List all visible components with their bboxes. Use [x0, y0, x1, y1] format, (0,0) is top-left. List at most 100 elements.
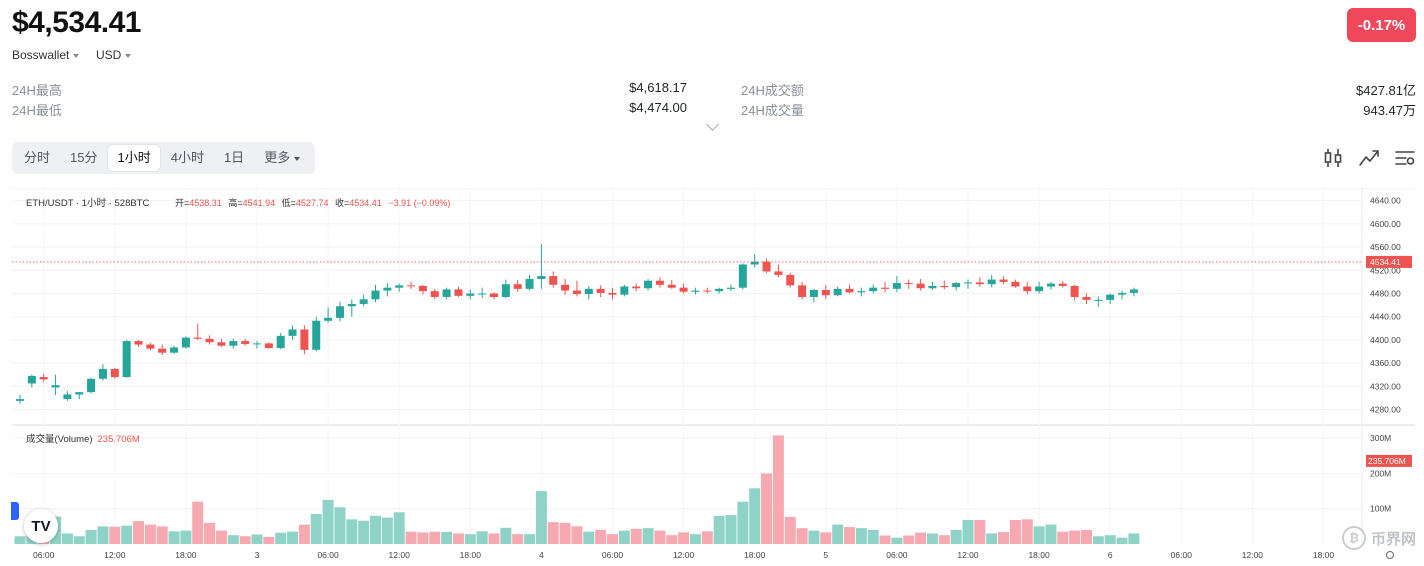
currency-selector[interactable]: USD: [96, 48, 132, 62]
candle-body: [537, 276, 546, 279]
time-tick-label: 18:00: [460, 550, 482, 560]
tab-more-label: 更多: [264, 150, 291, 165]
watermark-text: 币界网: [1370, 530, 1416, 548]
candle-body: [845, 288, 854, 293]
candle-body: [288, 329, 297, 336]
coin-logo-icon: ₿: [1341, 526, 1366, 550]
time-tick-label: 06:00: [33, 550, 55, 560]
volume-bar: [595, 529, 607, 544]
volume-bar: [820, 532, 832, 544]
candle-body: [952, 283, 961, 288]
volume-bar: [476, 531, 488, 544]
volume-bar: [974, 520, 986, 544]
candle-body: [798, 285, 807, 297]
legend-change: −3.91 (−0.09%): [388, 198, 450, 208]
candle-body: [51, 385, 60, 388]
volume-bar: [121, 525, 133, 544]
volume-bar: [713, 515, 725, 544]
candle-body: [490, 293, 498, 297]
stat-turnover-value: $427.81亿: [1356, 83, 1416, 98]
candle-body: [762, 261, 771, 272]
candle-body: [430, 291, 439, 297]
price-tick-label: 4280.00: [1370, 405, 1401, 415]
time-tick-label: 12:00: [673, 550, 695, 560]
volume-tick-label: 100M: [1370, 504, 1391, 514]
time-tick-label: 6: [1108, 550, 1113, 560]
candle-body: [217, 342, 226, 346]
candle-body: [869, 287, 878, 292]
candlestick-icon[interactable]: [1322, 147, 1344, 169]
chevron-down-icon: [294, 157, 301, 162]
candle-body: [442, 289, 451, 297]
tab-timeline[interactable]: 分时: [24, 150, 51, 165]
settings-icon[interactable]: [1394, 147, 1416, 169]
legend-open-value: 4538.31: [189, 198, 222, 208]
current-price: $4,534.41: [12, 6, 141, 39]
candle-body: [158, 348, 167, 353]
candle-body: [418, 285, 427, 292]
candle-body: [1106, 294, 1115, 300]
legend-open-label: 开=: [175, 198, 189, 208]
volume-bar: [618, 530, 630, 544]
candle-body: [620, 286, 629, 295]
candle-body: [679, 287, 688, 292]
time-tick-label: 06:00: [317, 550, 339, 560]
candle-body: [1129, 289, 1138, 293]
interval-tabs: 分时 15分 1小时 4小时 1日 更多: [12, 142, 315, 174]
tradingview-logo-icon[interactable]: TV: [24, 509, 58, 543]
stat-turnover-label: 24H成交额: [741, 83, 804, 98]
candle-body: [644, 280, 653, 289]
price-chart[interactable]: 4280.00 4320.00 4360.00 4400.00 4440.00 4480.…: [12, 188, 1415, 562]
volume-bar: [678, 532, 690, 544]
chart-grid: [12, 188, 1415, 544]
candle-body: [241, 341, 250, 344]
tab-15m[interactable]: 15分: [70, 150, 98, 165]
stat-volume-label: 24H成交量: [741, 103, 804, 118]
candle-body: [596, 288, 605, 293]
tab-4h[interactable]: 4小时: [170, 150, 204, 165]
price-tick-label: 4440.00: [1370, 312, 1401, 322]
volume-bar: [986, 533, 998, 544]
volume-bar: [405, 531, 417, 544]
exchange-selector[interactable]: Bosswallet: [12, 48, 80, 62]
time-tick-label: 18:00: [1028, 550, 1050, 560]
expand-stats-chevron-icon[interactable]: [706, 118, 719, 131]
time-axis-settings-icon: [1386, 551, 1394, 559]
expand-left-panel-handle[interactable]: [11, 502, 19, 520]
candle-body: [881, 287, 890, 289]
candle-body: [395, 285, 404, 288]
currency-label: USD: [96, 48, 122, 62]
indicator-icon[interactable]: [1358, 147, 1380, 169]
volume-bar: [749, 488, 761, 544]
volume-bar: [144, 524, 156, 544]
legend-high-label: 高=: [228, 197, 242, 208]
legend-ohlc: 开=4538.31 高=4541.94 低=4527.74 收=4534.41 …: [175, 197, 450, 208]
volume-bar: [855, 528, 867, 544]
candle-body: [1058, 283, 1067, 286]
volume-bar: [654, 530, 666, 544]
candle-body: [987, 279, 996, 285]
candle-body: [383, 287, 392, 291]
candle-body: [478, 293, 487, 295]
candle-body: [572, 290, 581, 295]
candle-body: [27, 375, 36, 384]
tab-1h[interactable]: 1小时: [108, 145, 160, 171]
candle-body: [513, 284, 522, 289]
candle-body: [170, 347, 179, 353]
candle-body: [1082, 296, 1091, 300]
volume-bar: [322, 499, 334, 544]
candle-body: [833, 288, 842, 296]
tab-1d[interactable]: 1日: [223, 150, 245, 165]
volume-bar: [452, 533, 464, 544]
candle-body: [501, 284, 510, 297]
volume-tick-label: 200M: [1370, 468, 1391, 478]
candle-body: [975, 282, 984, 285]
volume-bar: [926, 533, 938, 544]
legend-low-value: 4527.74: [296, 198, 329, 208]
candle-body: [359, 299, 368, 304]
candle-body: [454, 289, 463, 296]
volume-bar: [1021, 519, 1033, 544]
candle-body: [193, 337, 202, 339]
candlestick-chart[interactable]: 4280.00 4320.00 4360.00 4400.00 4440.00 4480.…: [12, 188, 1415, 562]
tab-more[interactable]: 更多: [255, 145, 309, 171]
